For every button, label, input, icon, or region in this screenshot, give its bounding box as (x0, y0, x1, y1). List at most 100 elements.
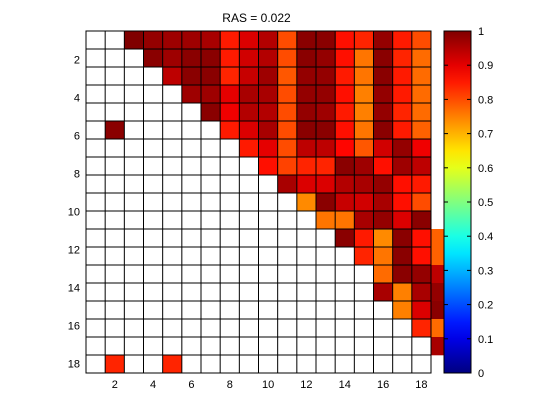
y-tick-label: 14 (68, 283, 80, 295)
heatmap-cell (335, 85, 355, 104)
heatmap-cell (258, 229, 278, 248)
heatmap-cell (105, 229, 125, 248)
heatmap-cell (316, 121, 336, 140)
y-tick-label: 16 (68, 321, 80, 333)
heatmap-cell (373, 337, 393, 356)
heatmap-cell (392, 157, 413, 176)
heatmap-cell (373, 283, 393, 302)
heatmap-cell (105, 265, 125, 284)
heatmap-cell (373, 319, 393, 338)
heatmap-cell (239, 139, 259, 158)
heatmap-cell (335, 211, 355, 230)
heatmap-cell (277, 229, 298, 248)
heatmap-cell (124, 121, 144, 140)
heatmap-cell (296, 103, 317, 122)
plot-frame (85, 30, 432, 374)
heatmap-cell (105, 283, 125, 302)
heatmap-cell (258, 211, 278, 230)
heatmap-cell (335, 301, 355, 320)
heatmap-cell (105, 355, 125, 374)
heatmap-cell (373, 247, 393, 266)
heatmap-cell (220, 175, 240, 194)
heatmap-cell (277, 139, 298, 158)
heatmap-cell (354, 121, 374, 140)
heatmap-cell (316, 49, 336, 68)
heatmap-cell (124, 301, 144, 320)
heatmap-cell (239, 103, 259, 122)
heatmap-cell (296, 355, 317, 374)
heatmap-cell (162, 283, 183, 302)
heatmap-cell (354, 49, 374, 68)
heatmap-cell (239, 211, 259, 230)
heatmap-cell (296, 67, 317, 86)
heatmap-cell (392, 265, 413, 284)
colorbar-tick-label: 0.3 (478, 265, 493, 277)
heatmap-cell (162, 175, 183, 194)
heatmap-cell (373, 121, 393, 140)
heatmap-cell (201, 31, 221, 50)
x-axis: 2 4 6 8 10 12 14 16 18 (112, 379, 428, 391)
heatmap-cell (220, 283, 240, 302)
heatmap-cell (373, 175, 393, 194)
heatmap-cell (411, 301, 432, 320)
heatmap-cell (277, 265, 298, 284)
heatmap-cell (335, 175, 355, 194)
heatmap-cell (181, 67, 202, 86)
heatmap-cell (316, 319, 336, 338)
heatmap-cell (201, 49, 221, 68)
heatmap-cell (316, 283, 336, 302)
heatmap-cell (258, 193, 278, 212)
heatmap-cell (354, 265, 374, 284)
heatmap-cell (181, 85, 202, 104)
heatmap-cell (124, 193, 144, 212)
heatmap-cell (181, 229, 202, 248)
heatmap-cell (86, 337, 106, 356)
heatmap-cell (258, 319, 278, 338)
heatmap-cell (124, 103, 144, 122)
heatmap-cell (335, 31, 355, 50)
heatmap-cell (392, 31, 413, 50)
heatmap-cell (354, 355, 374, 374)
heatmap-cell (277, 247, 298, 266)
heatmap-cell (143, 337, 163, 356)
heatmap-cell (373, 31, 393, 50)
heatmap-cell (373, 67, 393, 86)
heatmap-cell (239, 265, 259, 284)
y-tick-label: 6 (74, 131, 80, 143)
heatmap-cell (335, 355, 355, 374)
heatmap-cell (86, 67, 106, 86)
heatmap-cell (220, 319, 240, 338)
heatmap-cell (239, 85, 259, 104)
heatmap-cell (124, 157, 144, 176)
heatmap-cell (411, 31, 432, 50)
heatmap-cell (411, 121, 432, 140)
heatmap-cell (296, 121, 317, 140)
heatmap-cell (258, 283, 278, 302)
x-tick-label: 10 (262, 379, 274, 391)
heatmap-cell (220, 337, 240, 356)
heatmap-cell (143, 49, 163, 68)
heatmap-cell (220, 355, 240, 374)
heatmap-cell (354, 85, 374, 104)
heatmap-cell (105, 301, 125, 320)
heatmap-cell (124, 49, 144, 68)
heatmap-cell (124, 247, 144, 266)
heatmap-cell (277, 355, 298, 374)
heatmap-cell (373, 193, 393, 212)
heatmap-cell (373, 103, 393, 122)
heatmap-cell (239, 175, 259, 194)
heatmap-cell (316, 175, 336, 194)
heatmap-cell (411, 355, 432, 374)
heatmap-cell (201, 355, 221, 374)
heatmap-cell (162, 265, 183, 284)
heatmap-cell (86, 139, 106, 158)
x-tick-label: 12 (300, 379, 312, 391)
heatmap-cell (220, 301, 240, 320)
heatmap-cell (411, 337, 432, 356)
heatmap-cell (105, 193, 125, 212)
heatmap-cell (411, 157, 432, 176)
heatmap-cell (201, 139, 221, 158)
heatmap-cell (277, 103, 298, 122)
heatmap-cell (181, 301, 202, 320)
y-tick-label: 8 (74, 169, 80, 181)
